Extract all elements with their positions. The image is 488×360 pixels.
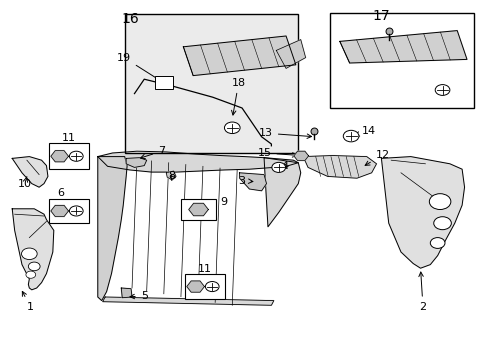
Polygon shape (183, 36, 295, 76)
Polygon shape (166, 171, 176, 180)
Text: 18: 18 (231, 78, 245, 115)
Circle shape (28, 262, 40, 271)
Circle shape (26, 271, 36, 278)
Circle shape (205, 282, 219, 292)
Polygon shape (12, 209, 54, 290)
Polygon shape (51, 150, 68, 162)
Polygon shape (239, 173, 266, 191)
Text: 11: 11 (62, 132, 76, 143)
Polygon shape (276, 40, 305, 68)
Polygon shape (264, 158, 300, 227)
Bar (49, 199, 89, 223)
Bar (49, 143, 89, 169)
Polygon shape (12, 157, 48, 187)
Text: 5: 5 (130, 291, 147, 301)
Text: 8: 8 (167, 171, 175, 181)
Circle shape (428, 194, 450, 210)
Circle shape (21, 248, 37, 260)
Circle shape (434, 85, 449, 95)
Bar (155, 76, 172, 89)
Circle shape (433, 217, 450, 230)
Text: 3: 3 (238, 176, 252, 186)
Circle shape (69, 151, 83, 161)
Text: 2: 2 (418, 272, 426, 312)
Polygon shape (126, 158, 146, 167)
Polygon shape (98, 157, 127, 301)
Circle shape (69, 206, 83, 216)
Text: 1: 1 (22, 292, 34, 312)
Text: 15: 15 (257, 148, 296, 158)
Polygon shape (102, 297, 273, 305)
Polygon shape (339, 31, 466, 63)
Polygon shape (51, 205, 68, 217)
Bar (184, 274, 224, 299)
Text: 14: 14 (354, 126, 375, 136)
Text: 16: 16 (121, 12, 139, 26)
Text: 13: 13 (258, 128, 311, 138)
Text: 6: 6 (58, 188, 64, 198)
Text: 9: 9 (189, 197, 227, 210)
Bar (329, 13, 473, 108)
Polygon shape (293, 151, 308, 161)
Text: 11: 11 (198, 264, 211, 274)
Circle shape (271, 162, 285, 172)
Polygon shape (98, 151, 298, 172)
Circle shape (224, 122, 240, 134)
Polygon shape (188, 203, 208, 216)
Polygon shape (303, 156, 376, 178)
Polygon shape (121, 288, 132, 298)
Text: 10: 10 (18, 176, 32, 189)
Bar (181, 199, 216, 220)
Text: 7: 7 (141, 146, 165, 159)
Circle shape (429, 238, 444, 248)
Text: 4: 4 (281, 161, 288, 171)
Text: 17: 17 (372, 9, 389, 23)
Text: 12: 12 (365, 150, 389, 165)
Bar (124, 14, 298, 153)
Text: 19: 19 (117, 53, 160, 81)
Circle shape (343, 130, 358, 142)
Polygon shape (186, 281, 204, 292)
Polygon shape (381, 157, 464, 268)
